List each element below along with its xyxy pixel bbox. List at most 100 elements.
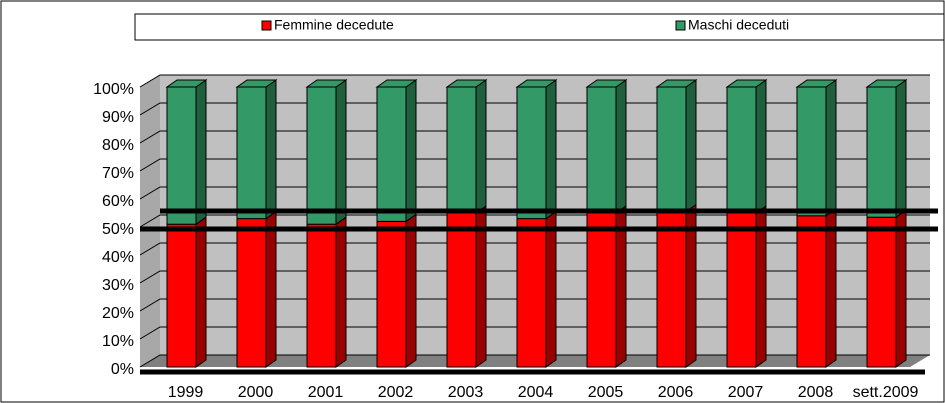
bar-top xyxy=(865,79,908,88)
bar-side xyxy=(195,216,207,368)
bar-top xyxy=(445,79,488,88)
bar xyxy=(655,79,698,213)
bar-front xyxy=(726,212,757,368)
bar xyxy=(376,213,417,368)
y-tick-label: 0% xyxy=(111,361,134,378)
bar-front xyxy=(376,86,407,222)
bar-side xyxy=(405,79,417,223)
bar xyxy=(586,205,627,368)
x-tick-label: 2002 xyxy=(378,384,414,401)
bar-side xyxy=(685,79,697,213)
bar-top xyxy=(235,79,278,88)
bar-front xyxy=(306,86,337,225)
bar-side xyxy=(195,79,207,226)
bar xyxy=(795,79,838,217)
bar-top xyxy=(725,79,768,88)
bar-side xyxy=(615,79,627,214)
bar-front xyxy=(516,218,547,368)
bar xyxy=(866,209,907,368)
bar-front xyxy=(376,220,407,368)
bar-top xyxy=(305,79,348,88)
bar xyxy=(375,79,418,223)
grid-line xyxy=(139,74,930,88)
bar-front xyxy=(236,218,267,368)
bar xyxy=(516,210,557,368)
bar xyxy=(725,79,768,214)
bar-side xyxy=(335,216,347,368)
bar-front xyxy=(586,86,617,214)
legend-swatch xyxy=(261,20,272,31)
bar xyxy=(446,205,487,368)
bar xyxy=(796,207,837,368)
legend-label: Maschi deceduti xyxy=(688,17,789,33)
bar-side xyxy=(405,213,417,368)
x-tick-label: 1999 xyxy=(168,384,204,401)
bar-front xyxy=(166,223,197,368)
bar xyxy=(515,79,558,220)
x-tick-label: 2005 xyxy=(588,384,624,401)
bar-side xyxy=(475,79,487,214)
bar xyxy=(165,79,208,226)
bar xyxy=(236,210,277,368)
bar-front xyxy=(446,212,477,368)
bar-top xyxy=(795,79,838,88)
bar xyxy=(305,79,348,226)
y-tick-label: 80% xyxy=(102,137,134,154)
bar-front xyxy=(796,215,827,368)
bar-front xyxy=(516,86,547,220)
bar xyxy=(306,216,347,368)
bar-front xyxy=(166,86,197,225)
legend-label: Femmine decedute xyxy=(274,17,394,33)
bar xyxy=(865,79,908,219)
y-tick-label: 40% xyxy=(102,249,134,266)
bar-side xyxy=(545,79,557,220)
bar xyxy=(445,79,488,214)
bar-side xyxy=(265,79,277,220)
x-tick-label: 2007 xyxy=(728,384,764,401)
bar-top xyxy=(655,79,698,88)
bar-front xyxy=(656,86,687,213)
bar xyxy=(726,205,767,368)
bar xyxy=(166,216,207,368)
y-tick-label: 70% xyxy=(102,165,134,182)
bar-front xyxy=(236,86,267,220)
legend xyxy=(134,13,945,41)
bar-front xyxy=(656,211,687,368)
bar xyxy=(656,203,697,368)
y-tick-label: 10% xyxy=(102,333,134,350)
bar-top xyxy=(515,79,558,88)
x-tick-label: sett.2009 xyxy=(853,384,919,401)
y-tick-label: 60% xyxy=(102,193,134,210)
x-tick-label: 2000 xyxy=(238,384,274,401)
bar xyxy=(585,79,628,214)
bar-side xyxy=(335,79,347,226)
bar-side xyxy=(755,79,767,214)
bar-front xyxy=(866,86,897,218)
bar-front xyxy=(586,212,617,368)
x-tick-label: 2006 xyxy=(658,384,694,401)
bar-front xyxy=(726,86,757,214)
bar-side xyxy=(895,209,907,368)
y-tick-label: 90% xyxy=(102,109,134,126)
bar-side xyxy=(825,79,837,217)
bar-front xyxy=(796,86,827,217)
bar-top xyxy=(375,79,418,88)
x-tick-label: 2001 xyxy=(308,384,344,401)
bar-front xyxy=(306,223,337,368)
bar-side xyxy=(895,79,907,219)
x-tick-label: 2004 xyxy=(518,384,554,401)
bar-front xyxy=(446,86,477,214)
y-tick-label: 20% xyxy=(102,305,134,322)
y-tick-label: 100% xyxy=(93,81,134,98)
bar-front xyxy=(866,216,897,368)
y-tick-label: 50% xyxy=(102,221,134,238)
bar-top xyxy=(585,79,628,88)
legend-swatch xyxy=(675,20,686,31)
bar-side xyxy=(545,210,557,368)
bar xyxy=(235,79,278,220)
bar-side xyxy=(265,210,277,368)
x-tick-label: 2008 xyxy=(798,384,834,401)
bar-top xyxy=(165,79,208,88)
y-tick-label: 30% xyxy=(102,277,134,294)
